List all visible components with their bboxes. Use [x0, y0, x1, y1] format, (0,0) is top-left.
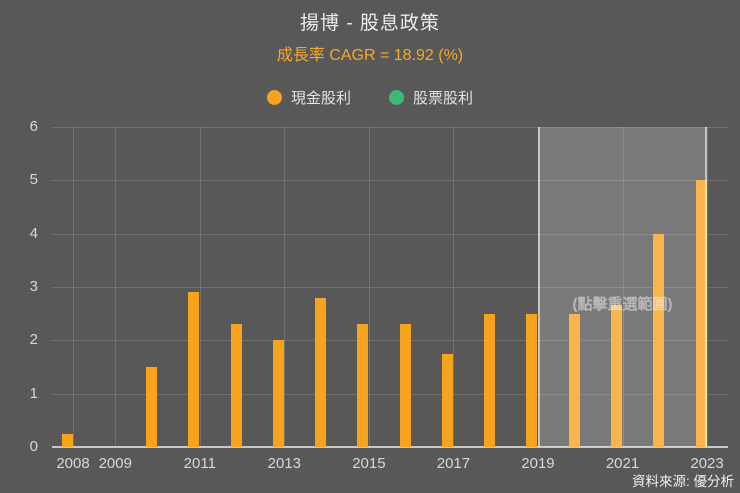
x-axis-label-2019: 2019 — [521, 455, 555, 472]
reselect-range-hint: (點擊重選範圍) — [572, 296, 673, 313]
bar-cash-dividend-2023[interactable] — [695, 180, 707, 447]
legend-item-stock-dividend[interactable]: 股票股利 — [389, 87, 473, 108]
plot-area: (點擊重選範圍) — [52, 127, 728, 448]
bar-cash-dividend-2011[interactable] — [188, 292, 200, 447]
legend-label: 現金股利 — [290, 90, 351, 107]
bar-cash-dividend-2010[interactable] — [146, 367, 158, 447]
x-gridline-2008 — [73, 127, 74, 447]
bar-cash-dividend-2014[interactable] — [315, 297, 327, 447]
y-gridline-5 — [52, 180, 728, 182]
y-axis-label-4: 4 — [29, 224, 38, 242]
y-gridline-6 — [52, 127, 728, 128]
x-axis-label-2021: 2021 — [605, 455, 640, 472]
bar-cash-dividend-2015[interactable] — [357, 324, 369, 447]
y-gridline-3 — [52, 287, 728, 288]
bar-cash-dividend-2008[interactable] — [61, 433, 73, 447]
bar-cash-dividend-2013[interactable] — [272, 340, 284, 447]
x-axis-line — [52, 446, 728, 448]
legend-label: 股票股利 — [413, 90, 474, 107]
source-credit: 資料來源: 優分析 — [631, 474, 734, 489]
x-axis-label-2017: 2017 — [436, 455, 471, 472]
y-gridline-4 — [52, 233, 728, 235]
chart-subtitle-cagr: 成長率 CAGR = 18.92 (%) — [276, 47, 464, 64]
legend-dot-icon — [266, 90, 282, 105]
x-gridline-2015 — [368, 127, 370, 447]
legend-dot-icon — [389, 90, 404, 105]
x-axis-label-2009: 2009 — [98, 455, 132, 472]
legend-item-cash-dividend[interactable]: 現金股利 — [266, 87, 351, 108]
bar-cash-dividend-2017[interactable] — [441, 353, 453, 447]
x-gridline-2009 — [115, 127, 117, 447]
y-axis-label-6: 6 — [29, 118, 38, 135]
x-gridline-2021 — [622, 127, 624, 447]
x-axis-label-2008: 2008 — [56, 455, 90, 472]
y-axis-label-2: 2 — [29, 331, 38, 349]
y-axis-label-3: 3 — [29, 278, 38, 295]
bar-cash-dividend-2012[interactable] — [230, 324, 242, 447]
x-axis-label-2013: 2013 — [267, 455, 302, 472]
x-gridline-2023 — [707, 127, 709, 447]
x-axis-label-2011: 2011 — [183, 455, 216, 472]
selected-range-overlay[interactable]: (點擊重選範圍) — [537, 127, 708, 447]
y-gridline-2 — [52, 340, 728, 342]
bar-cash-dividend-2018[interactable] — [484, 313, 496, 447]
bar-cash-dividend-2020[interactable] — [568, 313, 580, 447]
x-axis-label-2015: 2015 — [352, 455, 386, 472]
legend: 現金股利 股票股利 — [0, 87, 740, 108]
x-gridline-2013 — [284, 127, 286, 447]
bar-cash-dividend-2016[interactable] — [399, 324, 411, 447]
chart-title: 揚博 - 股息政策 — [300, 13, 440, 34]
x-gridline-2011 — [199, 127, 201, 447]
y-axis-label-1: 1 — [29, 384, 38, 402]
y-axis-label-5: 5 — [29, 171, 38, 189]
y-gridline-1 — [52, 393, 728, 395]
bar-cash-dividend-2021[interactable] — [611, 304, 622, 447]
bar-cash-dividend-2019[interactable] — [526, 313, 538, 447]
x-axis-label-2023: 2023 — [690, 455, 724, 472]
y-axis-label-0: 0 — [29, 438, 38, 455]
bar-cash-dividend-2022[interactable] — [653, 233, 665, 447]
x-gridline-2017 — [453, 127, 455, 447]
